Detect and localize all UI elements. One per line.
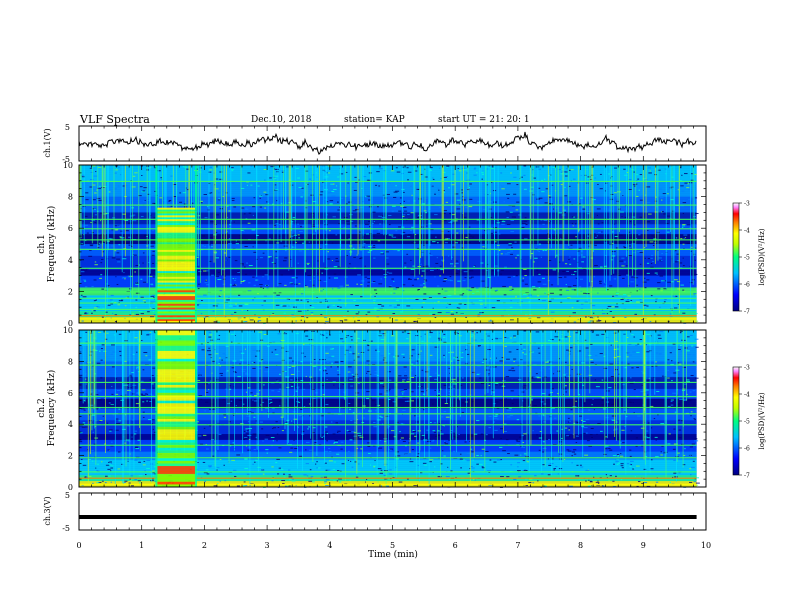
spectrogram-ch1-ytick-label: 2 <box>68 287 73 296</box>
x-tick-label: 9 <box>641 541 646 550</box>
waveform-ch1-ticks <box>78 126 707 161</box>
colorbar-tick-label: -5 <box>744 255 750 262</box>
spectrogram-ch2-ytick-labels: 0 2 4 6 8 10 <box>63 326 73 492</box>
x-axis-tick-labels: 0 1 2 3 4 5 6 7 8 9 10 <box>76 541 711 550</box>
colorbar-tick-label: -7 <box>744 473 750 480</box>
station-label: station= KAP <box>344 115 405 125</box>
x-tick-label: 10 <box>701 541 711 550</box>
spectrogram-ch2-ticks <box>78 329 707 488</box>
date-label: Dec.10, 2018 <box>251 115 312 125</box>
colorbar-tick-label: -4 <box>744 392 750 399</box>
colorbar-ch2 <box>732 366 740 476</box>
start-time-label: start UT = 21: 20: 1 <box>438 115 530 125</box>
spectrogram-ch1-ytick-label: 4 <box>68 256 73 265</box>
x-tick-label: 7 <box>515 541 520 550</box>
colorbar-ch2-ticks: -3 -4 -5 -6 -7 <box>739 365 750 480</box>
x-tick-label: 4 <box>327 541 332 550</box>
spectrogram-ch2-ytick-label: 10 <box>63 326 73 335</box>
x-tick-label: 6 <box>453 541 458 550</box>
ch3-ytick-bottom: -5 <box>62 524 70 533</box>
ch1-ytick-top: 5 <box>65 123 70 132</box>
colorbar-ch1 <box>732 202 740 312</box>
x-tick-label: 8 <box>578 541 583 550</box>
spectrogram-ch1-ytick-label: 6 <box>68 224 73 233</box>
x-tick-label: 3 <box>265 541 270 550</box>
colorbar-tick-label: -4 <box>744 228 750 235</box>
spectrogram-ch1-heatmap <box>79 165 699 324</box>
x-tick-label: 5 <box>390 541 395 550</box>
x-tick-label: 2 <box>202 541 207 550</box>
ch1-waveform-ylabel: ch.1(V) <box>43 128 52 157</box>
waveform-ch1-line <box>78 131 697 156</box>
x-tick-label: 1 <box>139 541 144 550</box>
spectrogram-ch2-ytick-label: 4 <box>68 420 73 429</box>
ch3-waveform-ylabel: ch.3(V) <box>43 496 52 525</box>
ch3-ytick-top: 5 <box>65 491 70 500</box>
colorbar-ch2-label: log(PSD)(V²/Hz) <box>758 392 766 449</box>
ch1-spectro-channel-label: ch.1 <box>37 234 47 253</box>
colorbar-tick-label: -7 <box>744 309 750 316</box>
spectrogram-ch2-ytick-label: 8 <box>68 357 73 366</box>
colorbar-tick-label: -3 <box>744 201 750 208</box>
waveform-ch1-panel: 5 -5 ch.1(V) <box>43 123 707 164</box>
spectrogram-ch1-ytick-label: 8 <box>68 193 73 202</box>
colorbar-ch1-ticks: -3 -4 -5 -6 -7 <box>739 201 750 316</box>
x-tick-label: 0 <box>76 541 81 550</box>
spectrogram-ch1-ticks <box>78 164 707 324</box>
colorbar-tick-label: -6 <box>744 446 750 453</box>
ch2-spectro-channel-label: ch.2 <box>37 398 47 417</box>
waveform-ch3-panel: 5 -5 ch.3(V) <box>43 491 707 533</box>
ch2-frequency-ylabel: Frequency (kHz) <box>46 370 57 447</box>
waveform-ch3-ticks <box>78 493 707 530</box>
waveform-ch3-frame <box>78 492 707 531</box>
spectrogram-ch2-ytick-label: 2 <box>68 452 73 461</box>
spectrogram-ch1-ytick-labels: 0 2 4 6 8 10 <box>63 161 73 328</box>
spectrogram-ch2-heatmap <box>79 330 700 488</box>
ch1-ytick-bottom: -5 <box>62 155 70 164</box>
spectrogram-ch2-ytick-label: 0 <box>68 483 73 492</box>
ch1-frequency-ylabel: Frequency (kHz) <box>46 206 57 283</box>
colorbar-tick-label: -3 <box>744 365 750 372</box>
colorbar-ch1-label: log(PSD)(V²/Hz) <box>758 228 766 285</box>
x-axis-label: Time (min) <box>368 549 418 560</box>
colorbar-tick-label: -6 <box>744 282 750 289</box>
spectrogram-ch1-ytick-label: 0 <box>68 319 73 328</box>
figure-title: VLF Spectra <box>80 113 150 126</box>
spectrogram-ch2-ytick-label: 6 <box>68 389 73 398</box>
colorbar-tick-label: -5 <box>744 419 750 426</box>
spectrogram-ch1-ytick-label: 10 <box>63 161 73 170</box>
